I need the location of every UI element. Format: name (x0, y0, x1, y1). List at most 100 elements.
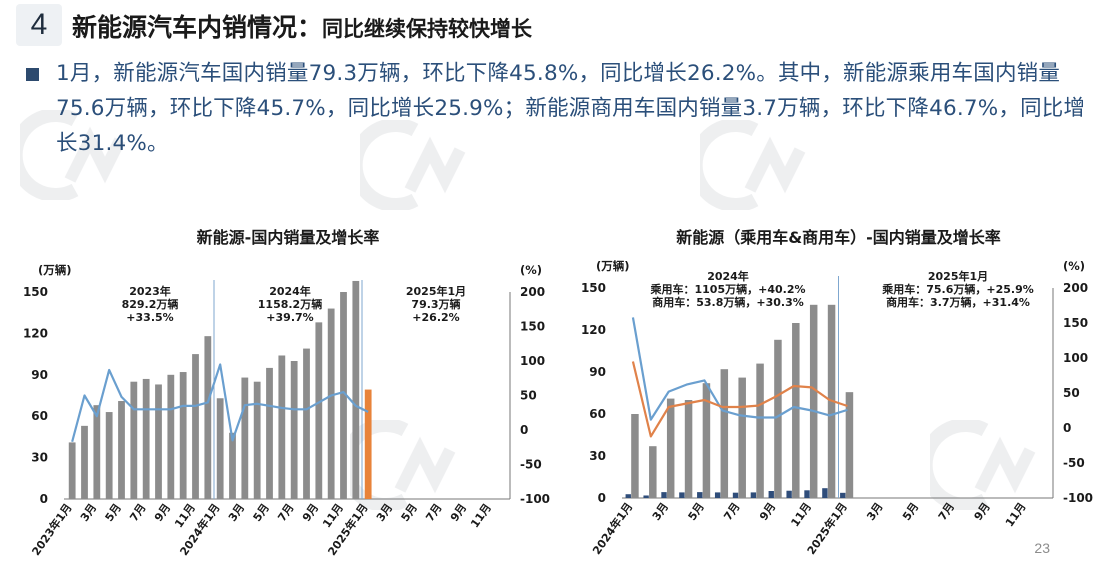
sales-bar (303, 348, 310, 499)
sales-bar (179, 372, 187, 499)
annotation-text: 2024年 (269, 284, 311, 298)
x-tick-label: 5月 (686, 500, 707, 523)
sales-bar (352, 280, 360, 499)
sales-bar (81, 425, 88, 499)
y-axis-left-unit: (万辆) (596, 259, 630, 273)
commercial-bar (714, 492, 721, 498)
x-tick-label: 2024年1月 (589, 500, 635, 557)
growth-rate-line (631, 317, 848, 421)
sales-bar (315, 322, 323, 499)
commercial-bar (750, 492, 757, 498)
passenger-bar (809, 304, 818, 498)
commercial-bar (768, 491, 774, 498)
sales-bar (290, 361, 298, 499)
x-tick-label: 7月 (423, 501, 444, 524)
annotation-text: +33.5% (126, 311, 173, 324)
y-left-tick-label: 0 (40, 492, 48, 506)
passenger-bar (756, 363, 764, 498)
chart-title: 新能源-国内销量及增长率 (197, 228, 380, 247)
x-tick-label: 3月 (864, 500, 885, 523)
y-axis-left-unit: (万辆) (38, 263, 72, 277)
y-right-tick-label: 0 (1063, 421, 1071, 435)
x-tick-label: 5月 (900, 500, 921, 523)
chart-title: 新能源（乘用车&商用车）-国内销量及增长率 (676, 228, 1001, 247)
passenger-bar (845, 392, 854, 498)
commercial-bar (679, 492, 685, 498)
x-tick-label: 11月 (468, 501, 494, 530)
y-left-tick-label: 150 (23, 285, 48, 299)
y-right-tick-label: 200 (520, 285, 545, 299)
annotation-text: 乘用车：1105万辆，+40.2% (650, 282, 806, 296)
annotation-text: 商用车：3.7万辆，+31.4% (886, 295, 1030, 309)
sales-bar (118, 401, 125, 499)
sales-bar (192, 354, 199, 499)
sales-bar (229, 432, 236, 499)
commercial-bar (732, 492, 739, 498)
x-tick-label: 7月 (936, 500, 957, 523)
x-tick-label: 9月 (300, 501, 321, 524)
x-tick-label: 3月 (78, 501, 99, 524)
sales-bar (364, 389, 372, 499)
x-tick-label: 3月 (374, 501, 395, 524)
annotation-text: +39.7% (266, 311, 313, 324)
sales-bar (204, 336, 212, 499)
passenger-bar (720, 369, 729, 498)
passenger-bar (649, 446, 657, 498)
commercial-bar (822, 488, 828, 498)
y-right-tick-label: 150 (1063, 316, 1088, 330)
y-axis-right-unit: (%) (520, 263, 542, 277)
x-tick-label: 5月 (399, 501, 420, 524)
y-left-tick-label: 60 (31, 409, 48, 423)
sales-bar (130, 381, 138, 499)
sales-bar (253, 381, 261, 499)
annotation-text: +26.2% (412, 311, 459, 324)
y-right-tick-label: 100 (1063, 351, 1088, 365)
x-tick-label: 9月 (757, 500, 778, 523)
annotation-text: 2025年1月 (928, 269, 988, 283)
commercial-growth-line (631, 361, 848, 438)
y-left-tick-label: 90 (31, 368, 48, 382)
y-left-tick-label: 120 (581, 323, 606, 337)
y-left-tick-label: 120 (23, 326, 48, 340)
x-tick-label: 11月 (1003, 500, 1029, 529)
annotation-text: 2024年 (707, 269, 749, 283)
y-right-tick-label: -50 (520, 458, 542, 472)
annotation-text: 2025年1月 (406, 284, 466, 298)
x-tick-label: 5月 (251, 501, 272, 524)
commercial-bar (840, 492, 846, 498)
passenger-bar (684, 400, 693, 498)
x-tick-label: 3月 (226, 501, 247, 524)
sales-bar (216, 398, 224, 499)
y-left-tick-label: 0 (598, 491, 606, 505)
commercial-bar (786, 490, 792, 498)
passenger-bar (702, 383, 711, 498)
annotation-text: 乘用车：75.6万辆，+25.9% (881, 282, 1034, 296)
y-left-tick-label: 150 (581, 281, 606, 295)
sales-bar (68, 442, 76, 499)
growth-rate-line (71, 363, 369, 443)
sales-bar (155, 384, 162, 499)
y-right-tick-label: 50 (520, 389, 537, 403)
sales-bar (278, 355, 286, 499)
annotation-text: 1158.2万辆 (258, 297, 322, 311)
x-tick-label: 9月 (152, 501, 173, 524)
y-right-tick-label: 150 (520, 320, 545, 334)
y-right-tick-label: -100 (520, 492, 550, 506)
x-tick-label: 11月 (788, 500, 814, 529)
x-tick-label: 7月 (127, 501, 148, 524)
x-tick-label: 9月 (972, 500, 993, 523)
passenger-bar (631, 414, 639, 498)
bullet-square-icon (26, 68, 39, 81)
commercial-bar (697, 492, 703, 498)
x-tick-label: 9月 (448, 501, 469, 524)
y-axis-right-unit: (%) (1063, 259, 1085, 273)
x-tick-label: 5月 (103, 501, 124, 524)
slide-title: 新能源汽车内销情况：同比继续保持较快增长 (72, 8, 532, 44)
slide-title-main: 新能源汽车内销情况： (72, 13, 323, 42)
sales-bar (340, 292, 347, 499)
x-tick-label: 3月 (650, 500, 671, 523)
chart-nev-domestic-sales: 新能源-国内销量及增长率 (万辆) (%) 0 30 60 90 120 150 -100 -50 0… (23, 228, 550, 558)
x-tick-label: 7月 (721, 500, 742, 523)
passenger-bar (666, 398, 675, 498)
chart-nev-passenger-commercial: 新能源（乘用车&商用车）-国内销量及增长率 (万辆) (%) 0 30 60 90 120 15… (581, 228, 1093, 557)
